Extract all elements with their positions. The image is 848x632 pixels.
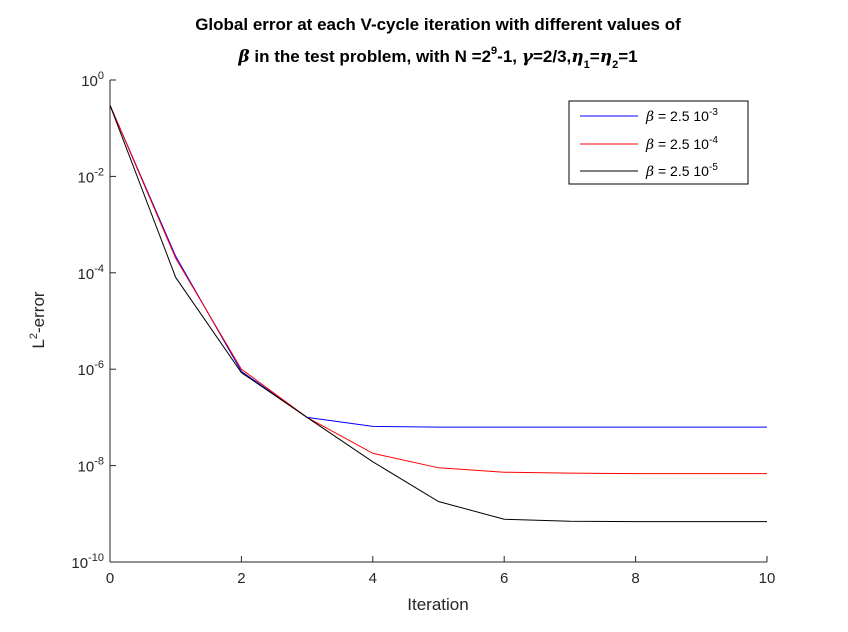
y-tick-label: 10-6 <box>78 359 104 379</box>
legend-entry: β = 2.5 10-5 <box>580 162 718 180</box>
series-layer <box>109 105 767 523</box>
x-tick-label: 6 <box>500 570 508 587</box>
title-exp9: 9 <box>491 45 497 57</box>
legend-label-1: β = 2.5 10-4 <box>645 135 718 153</box>
y-tick-label: 10-10 <box>71 552 104 572</box>
x-axis-label: Iteration <box>407 595 468 614</box>
plot-axes <box>109 80 767 563</box>
legend-box <box>568 100 749 185</box>
x-tick-label: 4 <box>369 570 377 587</box>
legend-entry: β = 2.5 10-3 <box>580 107 718 125</box>
title-part-b: -1, <box>497 47 522 66</box>
y-axis-label-base: L <box>29 339 48 348</box>
y-tick-label: 10-2 <box>78 166 104 186</box>
title-part-a: in the test problem, with N =2 <box>250 47 491 66</box>
x-tick-label: 10 <box>759 570 776 587</box>
title-eta2: η <box>600 47 612 67</box>
title-eta1: η <box>571 47 583 67</box>
chart-title-line1: Global error at each V-cycle iteration w… <box>195 15 681 34</box>
title-sub1: 1 <box>584 59 590 71</box>
y-tick-label: 100 <box>81 70 104 90</box>
legend: β = 2.5 10-3 β = 2.5 10-4 β = 2.5 10-5 <box>568 100 749 185</box>
series-line-2 <box>109 105 767 523</box>
title-part-c: =2/3, <box>533 47 571 66</box>
tick-layer: 0 2 4 6 8 10 100 10-2 10-4 10-6 10-8 10-10 <box>71 70 775 587</box>
legend-label-2: β = 2.5 10-5 <box>645 162 718 180</box>
title-beta: β <box>237 47 249 67</box>
x-tick-label: 0 <box>106 570 114 587</box>
x-tick-label: 8 <box>631 570 639 587</box>
y-axis-label: L2-error <box>28 291 48 348</box>
x-tick-label: 2 <box>237 570 245 587</box>
series-line-1 <box>109 105 767 475</box>
legend-entry: β = 2.5 10-4 <box>580 135 718 153</box>
title-eq: = <box>590 47 600 66</box>
title-gamma: γ <box>522 47 534 67</box>
y-axis-label-sup: 2 <box>28 333 40 339</box>
y-tick-label: 10-4 <box>78 263 104 283</box>
title-part-d: =1 <box>618 47 637 66</box>
y-tick-label: 10-8 <box>78 456 104 476</box>
title-sub2: 2 <box>612 59 618 71</box>
y-axis-label-rest: -error <box>29 291 48 333</box>
chart-title-line2: β in the test problem, with N =29-1, γ=2… <box>237 45 637 71</box>
legend-label-0: β = 2.5 10-3 <box>645 107 718 125</box>
